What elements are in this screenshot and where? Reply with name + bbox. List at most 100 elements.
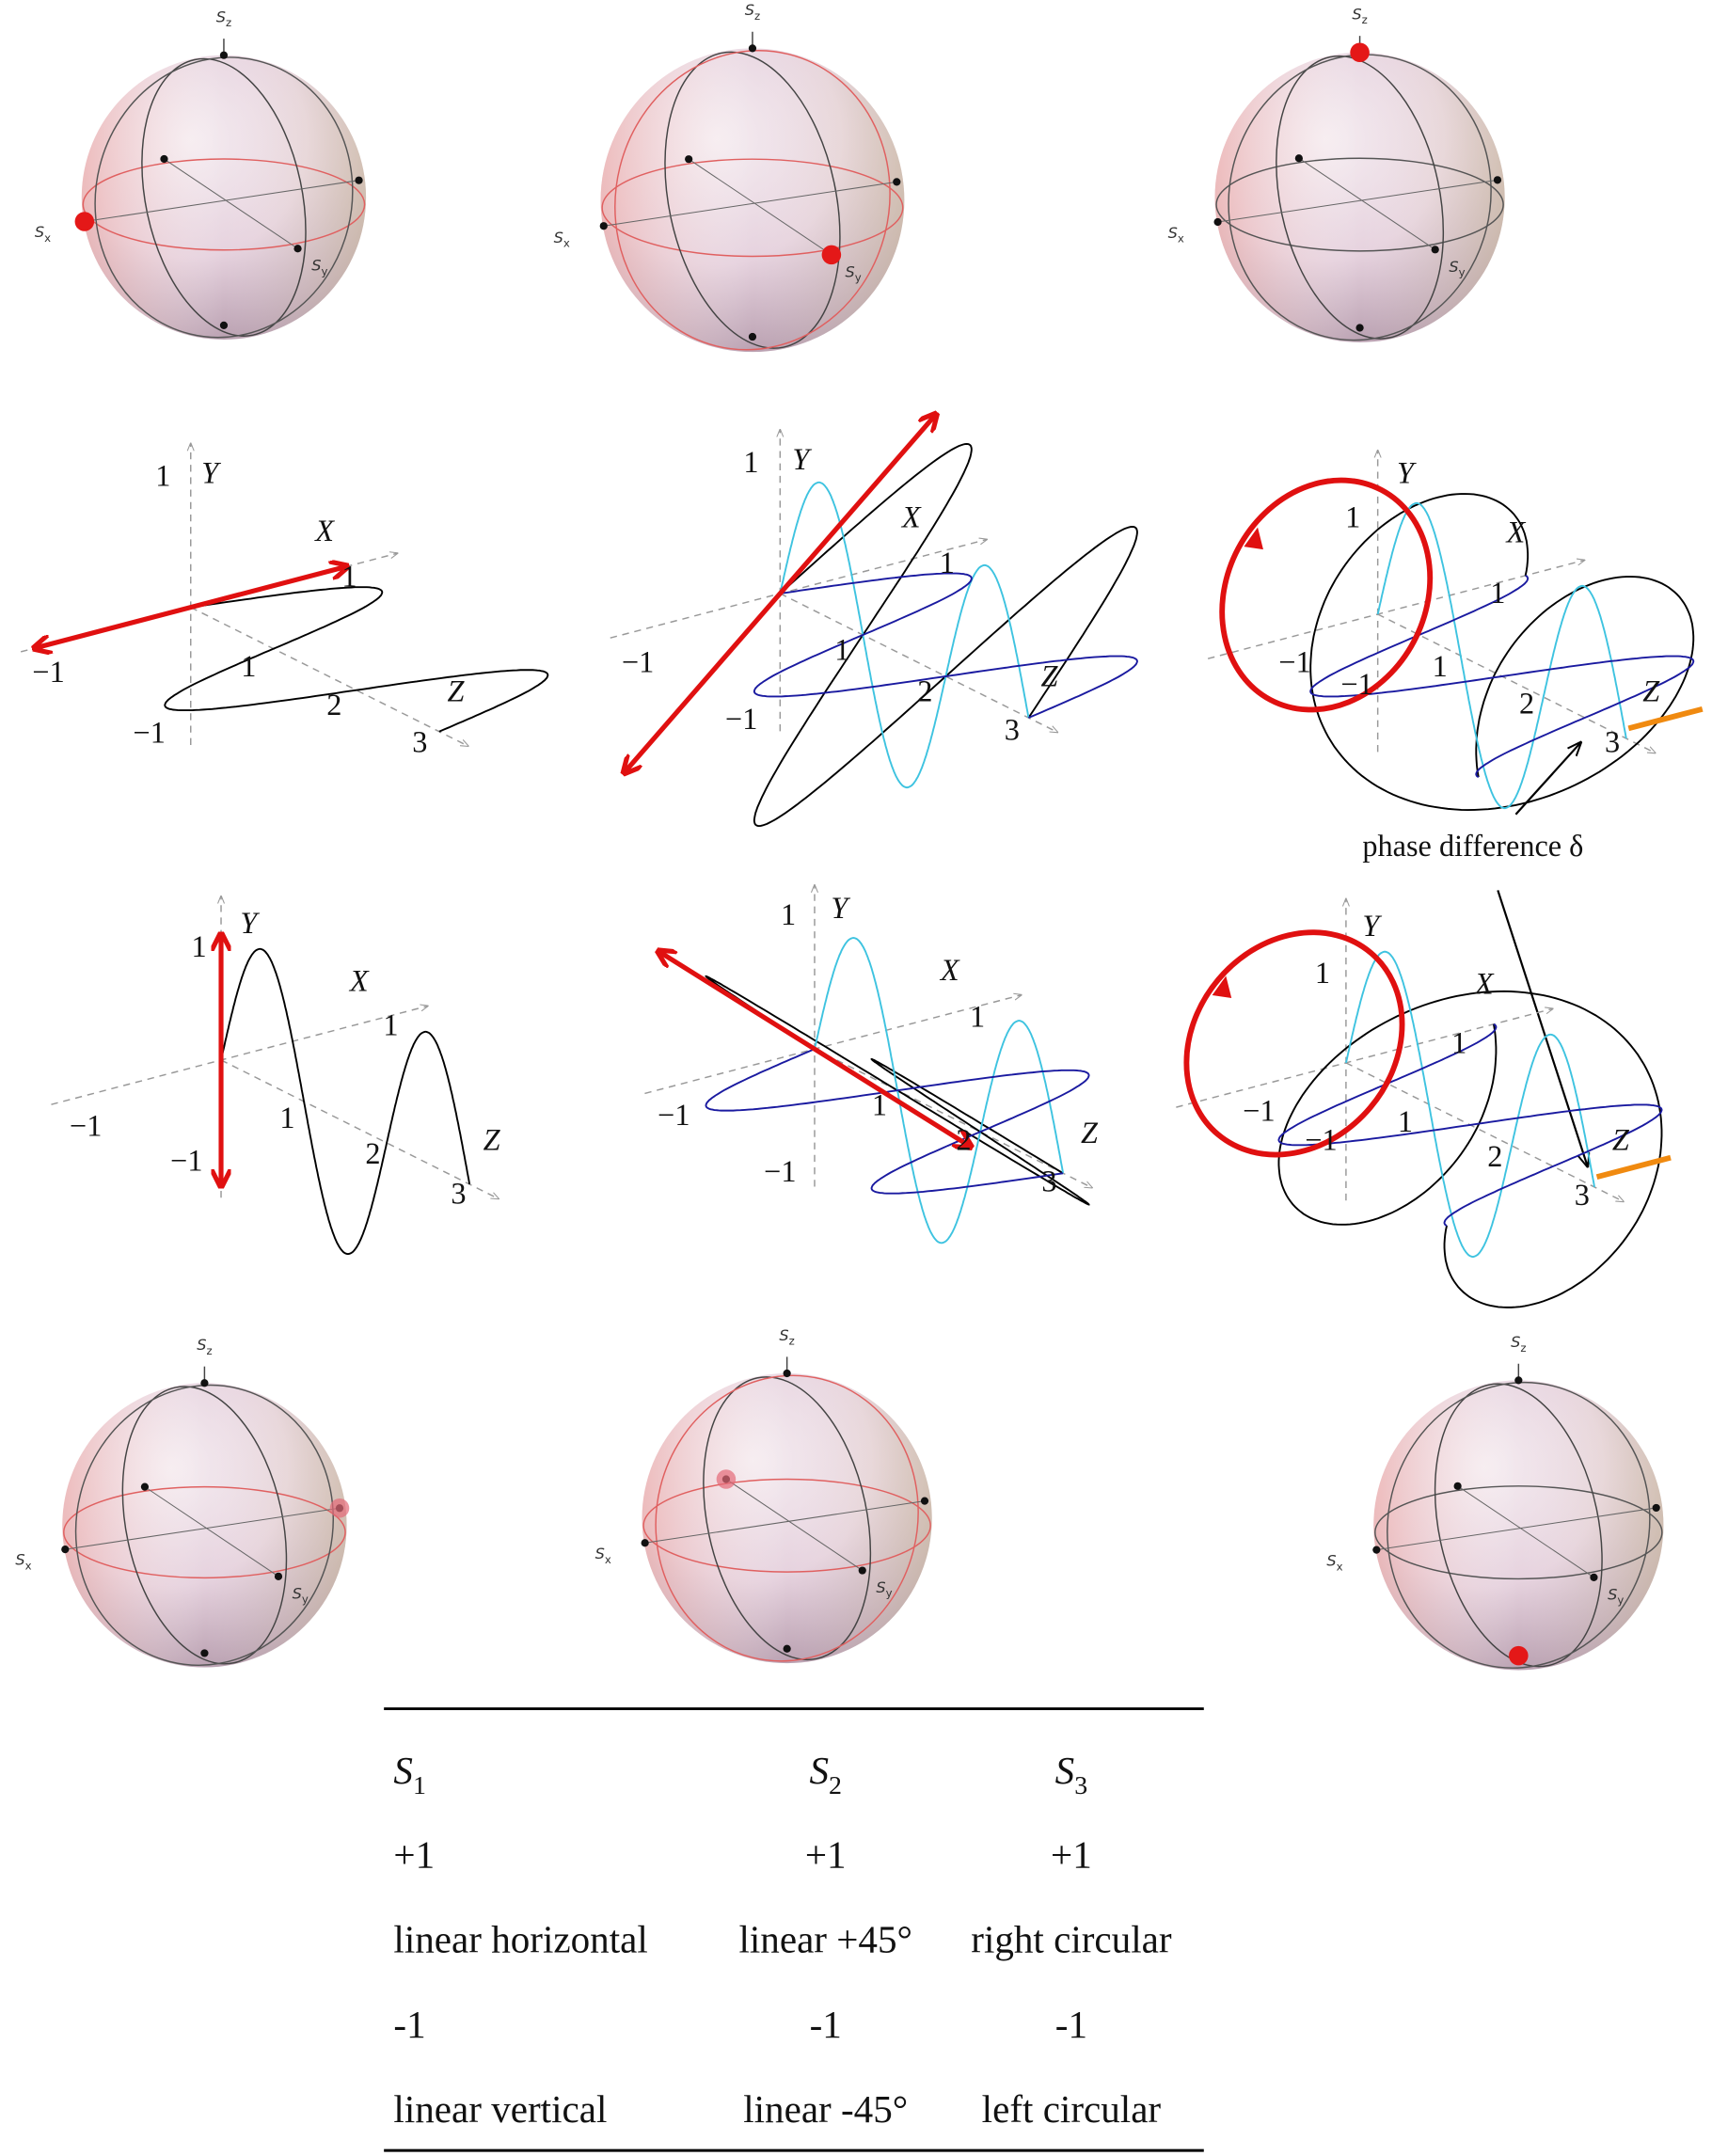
meridian bbox=[1276, 55, 1445, 340]
label-sub: z bbox=[226, 16, 231, 29]
phase-segment bbox=[1595, 1154, 1672, 1181]
axis-label: 1 bbox=[241, 649, 256, 683]
equator bbox=[63, 1485, 346, 1579]
phase-segment bbox=[1627, 705, 1704, 732]
axis-label: Y bbox=[831, 891, 850, 925]
polarization-circle bbox=[1219, 477, 1434, 713]
direction-head bbox=[1244, 527, 1263, 550]
state-point bbox=[74, 212, 95, 231]
point bbox=[1493, 176, 1502, 184]
point bbox=[641, 1539, 649, 1547]
point bbox=[858, 1566, 866, 1575]
label-sub: z bbox=[206, 1344, 212, 1357]
point bbox=[219, 51, 229, 59]
axis-label: 1 bbox=[155, 459, 170, 493]
meridian bbox=[655, 1374, 919, 1662]
field-curve bbox=[1277, 990, 1663, 1308]
z-axis bbox=[1377, 613, 1656, 753]
axis-label: Y bbox=[201, 456, 221, 490]
point bbox=[1652, 1503, 1660, 1513]
axis-label: 3 bbox=[451, 1177, 466, 1211]
polarization-circle bbox=[1183, 929, 1405, 1158]
label-main: S bbox=[779, 1326, 788, 1344]
axis-label: 1 bbox=[1398, 1104, 1413, 1138]
axis bbox=[65, 1507, 341, 1550]
label: Sx bbox=[554, 229, 570, 250]
point bbox=[599, 222, 608, 230]
meridian bbox=[1434, 1383, 1603, 1668]
label: Sx bbox=[1326, 1552, 1342, 1574]
axis-label: 1 bbox=[1345, 500, 1360, 534]
axis bbox=[1217, 179, 1498, 223]
state-point bbox=[329, 1498, 350, 1518]
meridian bbox=[1228, 54, 1492, 341]
field-curve bbox=[753, 572, 1138, 719]
point bbox=[1213, 217, 1222, 227]
label-main: S bbox=[1608, 1585, 1617, 1603]
annotation: phase difference δ bbox=[1362, 829, 1583, 863]
label-sub: z bbox=[754, 9, 760, 23]
axis-label: 1 bbox=[1490, 576, 1505, 610]
table-cell: +1 bbox=[805, 1832, 847, 1876]
axis-label: 1 bbox=[341, 560, 357, 594]
meridian bbox=[664, 51, 841, 349]
axis-label: X bbox=[900, 500, 922, 534]
point bbox=[783, 1644, 791, 1653]
label: Sx bbox=[15, 1551, 31, 1573]
meridian bbox=[121, 1386, 288, 1665]
table-cell: linear horizontal bbox=[393, 1918, 647, 1961]
label-main: S bbox=[311, 257, 321, 275]
axis-label: 3 bbox=[1575, 1178, 1590, 1212]
state-point bbox=[1350, 42, 1370, 63]
label-sub: x bbox=[605, 1553, 611, 1566]
field-curve bbox=[814, 937, 1065, 1244]
axis-label: 1 bbox=[1433, 649, 1448, 683]
axis-label: −1 bbox=[1305, 1122, 1337, 1156]
table-cell: +1 bbox=[393, 1832, 435, 1876]
axis-label: Z bbox=[1642, 674, 1660, 707]
state-point bbox=[716, 1469, 737, 1489]
axis-label: −1 bbox=[1243, 1093, 1275, 1127]
point bbox=[1453, 1482, 1462, 1490]
axis-label: −1 bbox=[725, 702, 757, 736]
axis-label: 1 bbox=[781, 897, 796, 931]
x-axis bbox=[51, 1006, 427, 1105]
equator bbox=[601, 158, 904, 258]
label-main: S bbox=[197, 1336, 206, 1354]
label-main: S bbox=[1326, 1552, 1336, 1570]
axis-label: −1 bbox=[1278, 645, 1310, 679]
table-cell: left circular bbox=[982, 2087, 1162, 2131]
sphere-tint bbox=[62, 1383, 347, 1668]
point bbox=[355, 176, 363, 184]
label: Sz bbox=[1511, 1333, 1526, 1355]
label-sub: y bbox=[302, 1593, 309, 1606]
label-main: S bbox=[1449, 258, 1458, 276]
axis-label: 2 bbox=[1519, 687, 1534, 721]
axis-label: Y bbox=[240, 906, 260, 940]
x-axis bbox=[1176, 1008, 1552, 1108]
label-sub: x bbox=[563, 237, 570, 250]
point bbox=[200, 1379, 209, 1387]
annotation-arrow bbox=[1497, 890, 1587, 1165]
label: Sz bbox=[779, 1326, 794, 1348]
axis bbox=[644, 1500, 926, 1544]
state-point bbox=[1509, 1645, 1529, 1666]
axis-label: 1 bbox=[970, 1000, 985, 1034]
polarization-arrow bbox=[625, 415, 935, 771]
point bbox=[685, 155, 693, 164]
label-main: S bbox=[1055, 1749, 1075, 1792]
label-main: S bbox=[595, 1545, 605, 1562]
meridian bbox=[74, 1384, 335, 1667]
axis-label: 1 bbox=[743, 445, 758, 479]
axis-label: 1 bbox=[383, 1008, 398, 1042]
point bbox=[1590, 1573, 1598, 1581]
axis-label: −1 bbox=[1340, 667, 1372, 701]
meridian bbox=[94, 56, 354, 339]
label-sub: z bbox=[1362, 13, 1368, 26]
meridian bbox=[703, 1376, 872, 1661]
label-sub: x bbox=[44, 231, 51, 245]
label-main: S bbox=[1352, 6, 1361, 24]
x-axis bbox=[610, 539, 987, 639]
label: Sx bbox=[35, 223, 51, 245]
